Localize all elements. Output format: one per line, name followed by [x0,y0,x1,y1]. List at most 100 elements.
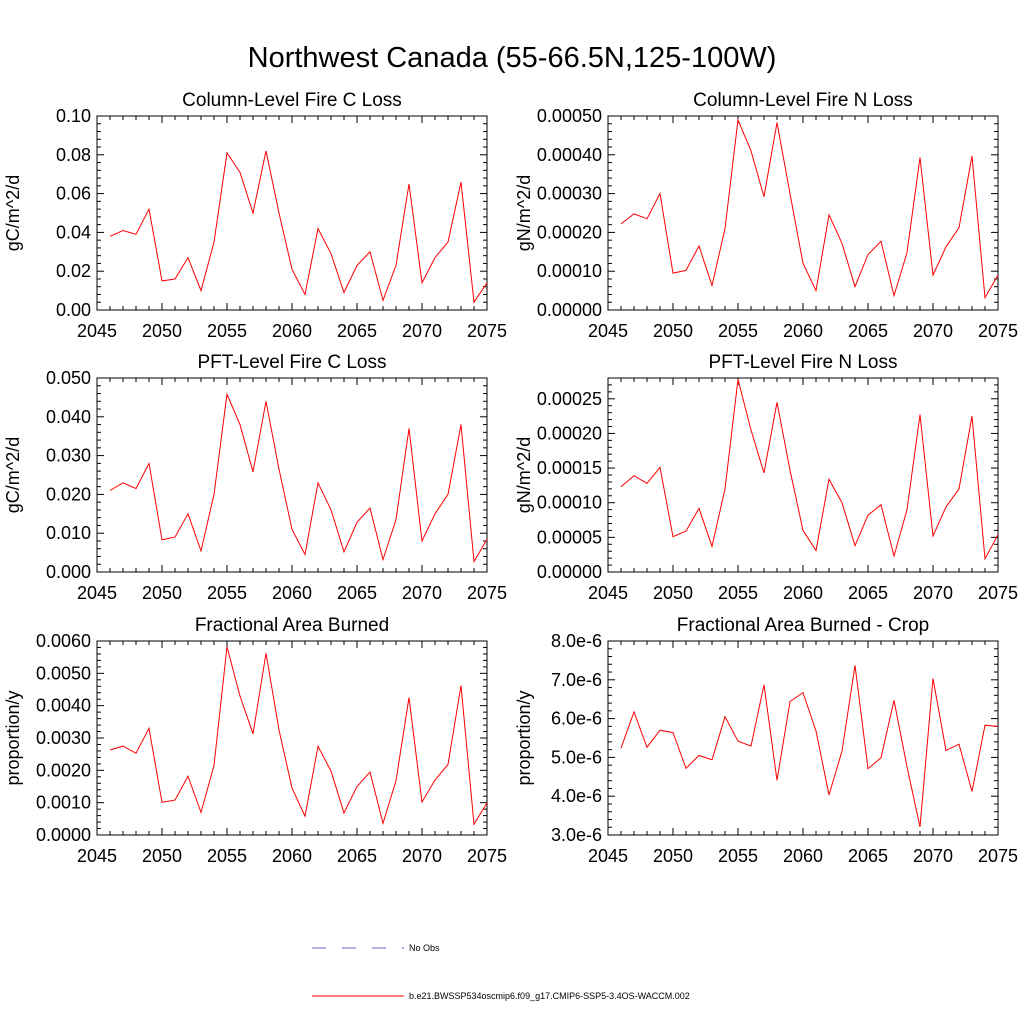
panel-title: Column-Level Fire C Loss [182,90,402,111]
y-tick-label: 0.10 [56,106,91,126]
x-tick-label: 2070 [402,321,442,341]
x-tick-label: 2065 [337,846,377,866]
x-tick-label: 2050 [142,583,182,603]
x-tick-label: 2065 [848,846,888,866]
y-tick-label: 0.08 [56,145,91,165]
x-tick-label: 2045 [77,846,117,866]
panel-title: Fractional Area Burned [195,615,389,636]
panel-title: Fractional Area Burned - Crop [677,615,929,636]
x-tick-label: 2070 [913,846,953,866]
y-axis-label: gN/m^2/d [514,437,534,513]
x-tick-label: 2060 [272,321,312,341]
y-tick-label: 0.050 [46,368,91,388]
series-line [109,392,488,564]
y-tick-label: 0.00 [56,300,91,320]
y-tick-label: 0.0030 [36,728,91,748]
plot-frame [96,377,488,573]
x-tick-label: 2065 [848,583,888,603]
x-tick-label: 2075 [978,321,1018,341]
series-line [620,117,999,300]
y-axis-label: gN/m^2/d [514,175,534,251]
series-line [109,646,488,826]
chart-panel-5: 2045 2050 2055 2060 2065 2070 2075 0.0000 0.0010… [3,615,507,866]
x-tick-label: 2045 [588,846,628,866]
y-tick-label: 0.0060 [36,631,91,651]
y-tick-label: 0.00010 [537,261,602,281]
x-tick-label: 2075 [467,321,507,341]
y-tick-label: 0.00020 [537,222,602,242]
chart-panels: 2045 2050 2055 2060 2065 2070 2075 0.00 0.02 0.04… [3,90,1018,866]
chart-panel-2: 2045 2050 2055 2060 2065 2070 2075 0.00000 0.000… [514,90,1018,341]
y-tick-label: 0.0000 [36,825,91,845]
x-tick-label: 2050 [142,321,182,341]
x-tick-label: 2055 [207,583,247,603]
y-tick-label: 5.0e-6 [551,747,602,767]
y-tick-label: 0.00015 [537,458,602,478]
panel-title: Column-Level Fire N Loss [693,90,913,111]
panel-title: PFT-Level Fire C Loss [198,352,387,373]
x-tick-label: 2070 [402,583,442,603]
y-axis-label: proportion/y [514,690,534,785]
series-line [620,665,999,828]
plot-frame [607,377,999,573]
x-tick-label: 2050 [653,846,693,866]
y-tick-label: 0.00000 [537,562,602,582]
series-line [109,150,488,304]
x-tick-label: 2065 [848,321,888,341]
x-tick-label: 2065 [337,583,377,603]
x-tick-label: 2055 [718,583,758,603]
x-tick-label: 2055 [718,846,758,866]
x-tick-label: 2055 [718,321,758,341]
y-axis-label: proportion/y [3,690,23,785]
y-tick-label: 0.00040 [537,145,602,165]
y-tick-label: 0.0040 [36,696,91,716]
plot-frame [607,115,999,311]
figure-title: Northwest Canada (55-66.5N,125-100W) [248,42,777,74]
x-tick-label: 2065 [337,321,377,341]
y-tick-label: 0.02 [56,261,91,281]
x-tick-label: 2060 [783,321,823,341]
chart-panel-4: 2045 2050 2055 2060 2065 2070 2075 0.00000 0.000… [514,352,1018,603]
chart-panel-6: 2045 2050 2055 2060 2065 2070 2075 3.0e-6 4.0e-6… [514,615,1018,866]
legend-label-model-run: b.e21.BWSSP534oscmip6.f09_g17.CMIP6-SSP5… [409,991,690,1001]
x-tick-label: 2055 [207,846,247,866]
series-line [620,379,999,561]
plot-frame [96,640,488,836]
y-tick-label: 0.0020 [36,760,91,780]
y-tick-label: 0.00000 [537,300,602,320]
y-tick-label: 3.0e-6 [551,825,602,845]
y-tick-label: 0.00050 [537,106,602,126]
x-tick-label: 2060 [272,846,312,866]
y-tick-label: 0.040 [46,407,91,427]
chart-panel-1: 2045 2050 2055 2060 2065 2070 2075 0.00 0.02 0.04… [3,90,507,341]
y-tick-label: 4.0e-6 [551,786,602,806]
y-axis-label: gC/m^2/d [3,175,23,251]
chart-panel-3: 2045 2050 2055 2060 2065 2070 2075 0.000 0.010 0.… [3,352,507,603]
x-tick-label: 2050 [653,321,693,341]
y-tick-label: 7.0e-6 [551,670,602,690]
y-tick-label: 0.00005 [537,527,602,547]
x-tick-label: 2075 [978,846,1018,866]
x-tick-label: 2045 [588,583,628,603]
y-tick-label: 0.030 [46,446,91,466]
y-tick-label: 0.04 [56,222,91,242]
x-tick-label: 2075 [467,583,507,603]
x-tick-label: 2060 [783,846,823,866]
x-tick-label: 2075 [978,583,1018,603]
y-tick-label: 0.010 [46,523,91,543]
x-tick-label: 2070 [913,583,953,603]
y-tick-label: 0.0050 [36,663,91,683]
plot-frame [607,640,999,836]
plot-frame [96,115,488,311]
y-tick-label: 6.0e-6 [551,709,602,729]
x-tick-label: 2050 [653,583,693,603]
y-tick-label: 0.00010 [537,493,602,513]
x-tick-label: 2055 [207,321,247,341]
legend-label-no-obs: No Obs [409,943,440,953]
y-tick-label: 0.00030 [537,184,602,204]
x-tick-label: 2075 [467,846,507,866]
panel-title: PFT-Level Fire N Loss [709,352,898,373]
y-tick-label: 0.06 [56,184,91,204]
x-tick-label: 2050 [142,846,182,866]
